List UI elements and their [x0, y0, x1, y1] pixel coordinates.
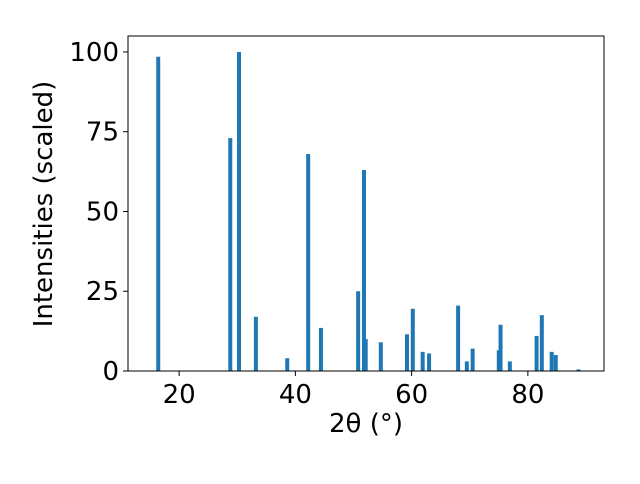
- bar: [318, 327, 323, 371]
- x-tick-label: 60: [395, 380, 428, 410]
- bar: [464, 361, 469, 371]
- y-tick-label: 75: [86, 118, 119, 148]
- bar: [456, 305, 461, 371]
- bar: [228, 138, 233, 371]
- y-tick-label: 0: [102, 357, 119, 387]
- bar: [378, 342, 383, 371]
- plot-frame: [127, 35, 605, 372]
- bar: [534, 335, 539, 371]
- y-tick-label: 50: [86, 197, 119, 227]
- bar: [576, 369, 581, 371]
- y-axis-label: Intensities (scaled): [29, 81, 59, 328]
- x-tick-label: 80: [511, 380, 544, 410]
- y-tick-label: 25: [86, 277, 119, 307]
- bar: [361, 170, 366, 371]
- bar: [549, 351, 554, 371]
- bar: [420, 351, 425, 371]
- bar: [363, 339, 368, 371]
- bar: [507, 361, 512, 371]
- bar: [237, 51, 242, 371]
- bar: [285, 358, 290, 371]
- bar: [498, 324, 503, 371]
- bar: [470, 348, 475, 371]
- bar: [404, 334, 409, 371]
- bar: [410, 308, 415, 371]
- bar: [253, 316, 258, 371]
- bar: [306, 154, 311, 371]
- y-tick-label: 100: [69, 38, 119, 68]
- x-axis-label: 2θ (°): [329, 409, 403, 439]
- bar: [356, 291, 361, 371]
- x-tick-label: 40: [279, 380, 312, 410]
- bar: [156, 56, 161, 371]
- bar: [539, 315, 544, 371]
- bar: [427, 353, 432, 371]
- x-tick-label: 20: [163, 380, 196, 410]
- bar: [553, 355, 558, 371]
